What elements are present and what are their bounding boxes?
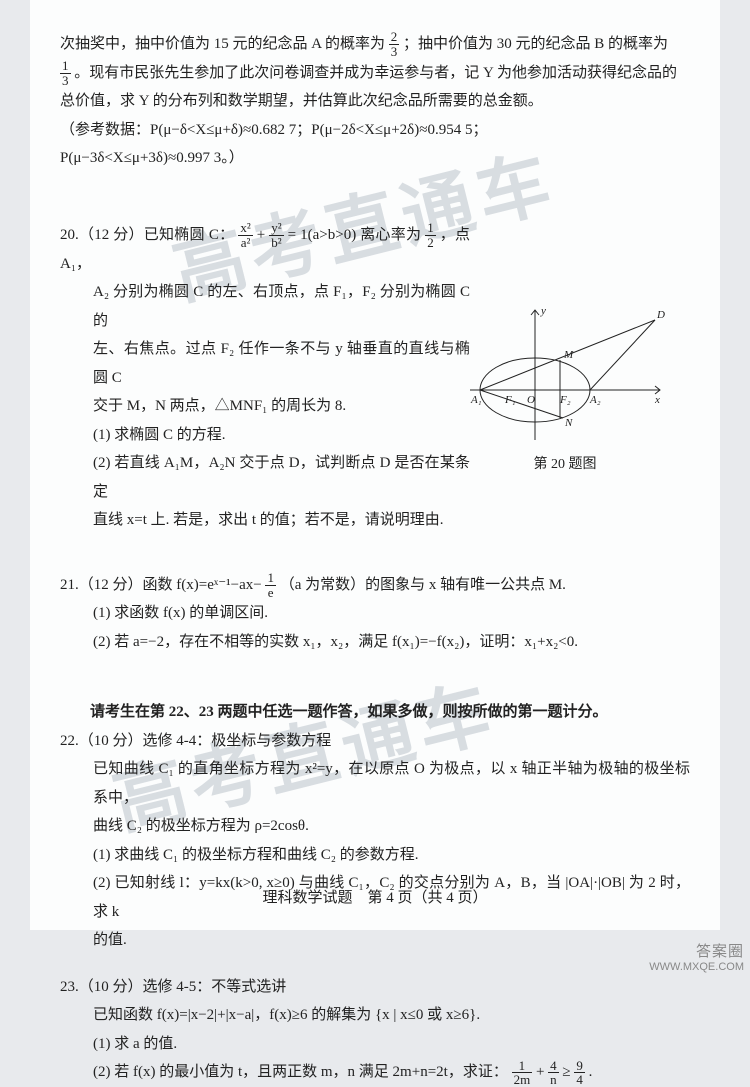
intro-line3: 总价值，求 Y 的分布列和数学期望，并估算此次纪念品所需要的总金额。	[60, 93, 543, 109]
label-O: O	[527, 394, 535, 406]
exam-page: 高考直通车 高考直通车 次抽奖中，抽中价值为 15 元的纪念品 A 的概率为 2…	[30, 0, 720, 930]
q23-l3b: .	[589, 1064, 593, 1080]
q21-head-b: （a 为常数）的图象与 x 轴有唯一公共点 M.	[280, 577, 566, 593]
frac-d: 2	[425, 236, 436, 250]
intro-block: 次抽奖中，抽中价值为 15 元的纪念品 A 的概率为 2 3 ；抽中价值为 30…	[60, 30, 690, 173]
q20-l6: (2) 若直线 A₁M，A₂N 交于点 D，试判断点 D 是否在某条定	[60, 449, 470, 506]
label-F2: F₂	[559, 394, 571, 406]
frac-9-4: 9 4	[574, 1059, 585, 1087]
intro-ref2: P(μ−3δ<X≤μ+3δ)≈0.997 3。）	[60, 150, 244, 166]
q22-l4: (2) 已知射线 l：y=kx(k>0, x≥0) 与曲线 C₁，C₂ 的交点分…	[60, 869, 690, 926]
question-21: 21.（12 分）函数 f(x)=eˣ⁻¹−ax− 1 e （a 为常数）的图象…	[60, 571, 690, 657]
figure-20: D M N A₁ A₂ F₁ F₂ O x y 第 20 题图	[465, 300, 665, 479]
q20-head2: = 1(a>b>0) 离心率为	[288, 227, 422, 243]
ellipse-diagram: D M N A₁ A₂ F₁ F₂ O x y	[465, 300, 665, 450]
q22-l5: 的值.	[60, 926, 690, 955]
frac-n: x²	[238, 221, 252, 236]
label-A1: A₁	[470, 394, 482, 406]
label-y: y	[540, 305, 546, 317]
q22-l2: 曲线 C₂ 的极坐标方程为 ρ=2cosθ.	[60, 812, 690, 841]
q20-l2: A₂ 分别为椭圆 C 的左、右顶点，点 F₁，F₂ 分别为椭圆 C 的	[60, 278, 470, 335]
frac-d: 2m	[512, 1073, 533, 1087]
q23-l1: 已知函数 f(x)=|x−2|+|x−a|，f(x)≥6 的解集为 {x | x…	[60, 1001, 690, 1030]
frac-n: 2	[389, 30, 400, 45]
frac-d: a²	[238, 236, 252, 250]
q21-l2: (2) 若 a=−2，存在不相等的实数 x₁，x₂，满足 f(x₁)=−f(x₂…	[60, 628, 690, 657]
q21-l1: (1) 求函数 f(x) 的单调区间.	[60, 599, 690, 628]
choice-note: 请考生在第 22、23 两题中任选一题作答，如果多做，则按所做的第一题计分。	[60, 698, 690, 727]
frac-1-e: 1 e	[265, 571, 276, 599]
label-F1: F₁	[504, 394, 516, 406]
label-A2: A₂	[589, 394, 601, 406]
frac-y2-b2: y² b²	[269, 221, 283, 249]
q20-l7: 直线 x=t 上. 若是，求出 t 的值；若不是，请说明理由.	[60, 506, 470, 535]
frac-d: 3	[60, 74, 71, 88]
label-M: M	[563, 349, 574, 361]
content-area: 次抽奖中，抽中价值为 15 元的纪念品 A 的概率为 2 3 ；抽中价值为 30…	[60, 30, 690, 1087]
q23-head: 23.（10 分）选修 4-5：不等式选讲	[60, 973, 690, 1002]
intro-line2: 。现有市民张先生参加了此次问卷调查并成为幸运参与者，记 Y 为他参加活动获得纪念…	[74, 65, 677, 81]
q22-l3: (1) 求曲线 C₁ 的极坐标方程和曲线 C₂ 的参数方程.	[60, 841, 690, 870]
frac-n: 1	[265, 571, 276, 586]
frac-d: n	[548, 1073, 559, 1087]
frac-n: 1	[512, 1059, 533, 1074]
frac-2-3: 2 3	[389, 30, 400, 58]
frac-d: 4	[574, 1073, 585, 1087]
q20-l4: 交于 M，N 两点，△MNF₁ 的周长为 8.	[60, 392, 470, 421]
intro-ref1: （参考数据：P(μ−δ<X≤μ+δ)≈0.682 7；P(μ−2δ<X≤μ+2δ…	[60, 122, 487, 138]
q23-l3a: (2) 若 f(x) 的最小值为 t，且两正数 m，n 满足 2m+n=2t，求…	[93, 1064, 508, 1080]
frac-1-2: 1 2	[425, 221, 436, 249]
question-22: 22.（10 分）选修 4-4：极坐标与参数方程 已知曲线 C₁ 的直角坐标方程…	[60, 727, 690, 955]
frac-1-3: 1 3	[60, 59, 71, 87]
frac-n: 1	[425, 221, 436, 236]
q23-l2: (1) 求 a 的值.	[60, 1030, 690, 1059]
frac-d: b²	[269, 236, 283, 250]
q20-l5: (1) 求椭圆 C 的方程.	[60, 421, 470, 450]
frac-4-n: 4 n	[548, 1059, 559, 1087]
q21-head-a: 21.（12 分）函数 f(x)=eˣ⁻¹−ax−	[60, 577, 262, 593]
q23-l3: (2) 若 f(x) 的最小值为 t，且两正数 m，n 满足 2m+n=2t，求…	[60, 1058, 690, 1087]
figure-caption: 第 20 题图	[465, 452, 665, 479]
frac-n: 1	[60, 59, 71, 74]
frac-n: 4	[548, 1059, 559, 1074]
question-23: 23.（10 分）选修 4-5：不等式选讲 已知函数 f(x)=|x−2|+|x…	[60, 973, 690, 1087]
label-D: D	[656, 309, 665, 321]
frac-d: e	[265, 586, 276, 600]
intro-line1a: 次抽奖中，抽中价值为 15 元的纪念品 A 的概率为	[60, 36, 385, 52]
q22-l1: 已知曲线 C₁ 的直角坐标方程为 x²=y，在以原点 O 为极点，以 x 轴正半…	[60, 755, 690, 812]
frac-1-2m: 1 2m	[512, 1059, 533, 1087]
q20-l3: 左、右焦点。过点 F₂ 任作一条不与 y 轴垂直的直线与椭圆 C	[60, 335, 470, 392]
frac-d: 3	[389, 45, 400, 59]
q22-head: 22.（10 分）选修 4-4：极坐标与参数方程	[60, 727, 690, 756]
question-20: 20.（12 分）已知椭圆 C： x² a² + y² b² = 1(a>b>0…	[60, 221, 470, 535]
label-N: N	[564, 417, 573, 429]
label-x: x	[654, 394, 660, 406]
q20-head: 20.（12 分）已知椭圆 C：	[60, 227, 234, 243]
frac-n: 9	[574, 1059, 585, 1074]
intro-line1b: ；抽中价值为 30 元的纪念品 B 的概率为	[403, 36, 668, 52]
frac-x2-a2: x² a²	[238, 221, 252, 249]
frac-n: y²	[269, 221, 283, 236]
